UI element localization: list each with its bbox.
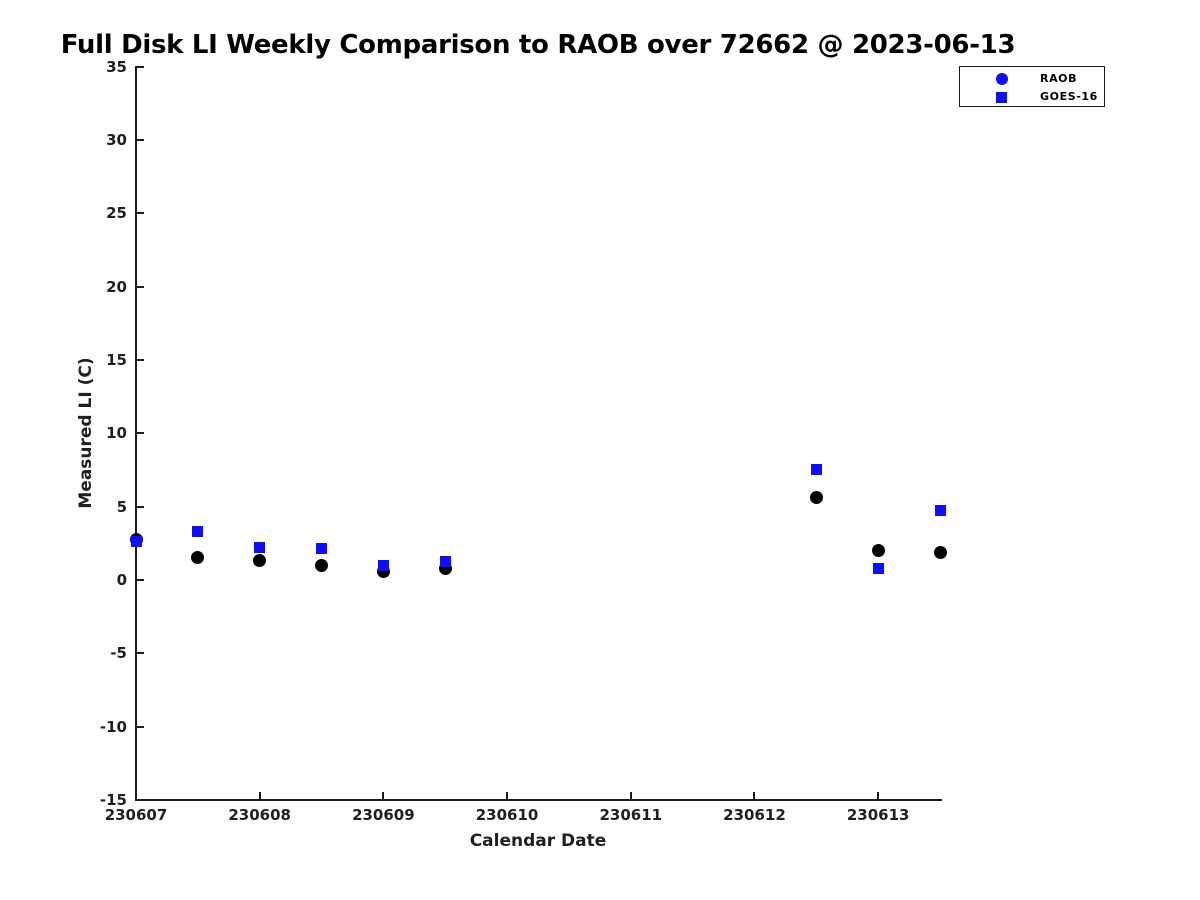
y-tick	[136, 578, 144, 581]
x-tick	[506, 792, 509, 800]
legend-label-goes16: GOES-16	[1040, 90, 1098, 103]
data-point-goes-16	[872, 563, 884, 575]
data-point-goes-16	[810, 463, 822, 475]
x-tick	[258, 792, 261, 800]
goes16-legend-marker-icon	[996, 91, 1007, 103]
raob-legend-marker-icon	[996, 73, 1008, 85]
y-tick	[136, 285, 144, 288]
chart-title: Full Disk LI Weekly Comparison to RAOB o…	[60, 30, 1016, 60]
y-tick-label: -10	[99, 717, 127, 736]
x-tick-label: 230608	[228, 806, 291, 824]
data-point-goes-16	[439, 556, 451, 568]
y-tick	[136, 799, 144, 801]
x-tick	[382, 792, 385, 800]
y-tick-label: -15	[99, 791, 127, 809]
x-tick	[135, 792, 137, 800]
y-tick	[136, 652, 144, 655]
y-tick-label: 10	[106, 424, 127, 443]
data-point-goes-16	[934, 504, 946, 516]
x-tick-label: 230612	[723, 806, 786, 824]
y-tick	[136, 505, 144, 508]
y-tick	[136, 432, 144, 435]
data-point-raob	[809, 490, 823, 504]
legend-row-raob: RAOB	[960, 70, 1104, 88]
x-tick-label: 230610	[475, 806, 539, 824]
data-point-raob	[871, 544, 885, 558]
x-tick	[629, 792, 632, 800]
y-tick	[136, 358, 144, 361]
x-axis-label: Calendar Date	[469, 831, 607, 851]
legend: RAOB GOES-16	[959, 66, 1105, 107]
x-tick-label: 230611	[599, 806, 663, 824]
y-tick-label: 35	[106, 57, 127, 76]
y-tick-label: 25	[106, 204, 127, 223]
y-axis-label: Measured LI (C)	[76, 357, 96, 509]
x-axis-line	[135, 799, 942, 801]
x-tick	[753, 792, 756, 800]
x-tick-label: 230613	[846, 806, 910, 824]
data-point-raob	[315, 558, 329, 572]
data-point-goes-16	[377, 559, 389, 571]
x-tick-label: 230609	[352, 806, 415, 824]
legend-row-goes16: GOES-16	[960, 88, 1104, 106]
data-point-raob	[933, 545, 947, 559]
y-tick	[136, 138, 144, 141]
data-point-raob	[191, 550, 205, 564]
x-tick	[877, 792, 880, 800]
y-tick-label: 5	[116, 497, 127, 516]
y-tick	[136, 65, 144, 68]
y-tick-label: 20	[106, 277, 127, 296]
y-tick-label: 15	[106, 350, 127, 369]
x-tick-label: 230607	[104, 806, 168, 824]
y-tick-label: 30	[106, 130, 127, 149]
data-point-goes-16	[192, 526, 204, 538]
data-point-goes-16	[316, 542, 328, 554]
legend-label-raob: RAOB	[1040, 72, 1078, 85]
data-point-raob	[253, 554, 267, 568]
data-point-goes-16	[254, 542, 266, 554]
y-tick-label: -5	[110, 644, 127, 663]
y-tick	[136, 725, 144, 728]
y-tick-label: 0	[116, 570, 127, 589]
data-point-goes-16	[130, 536, 142, 548]
y-tick	[136, 212, 144, 215]
